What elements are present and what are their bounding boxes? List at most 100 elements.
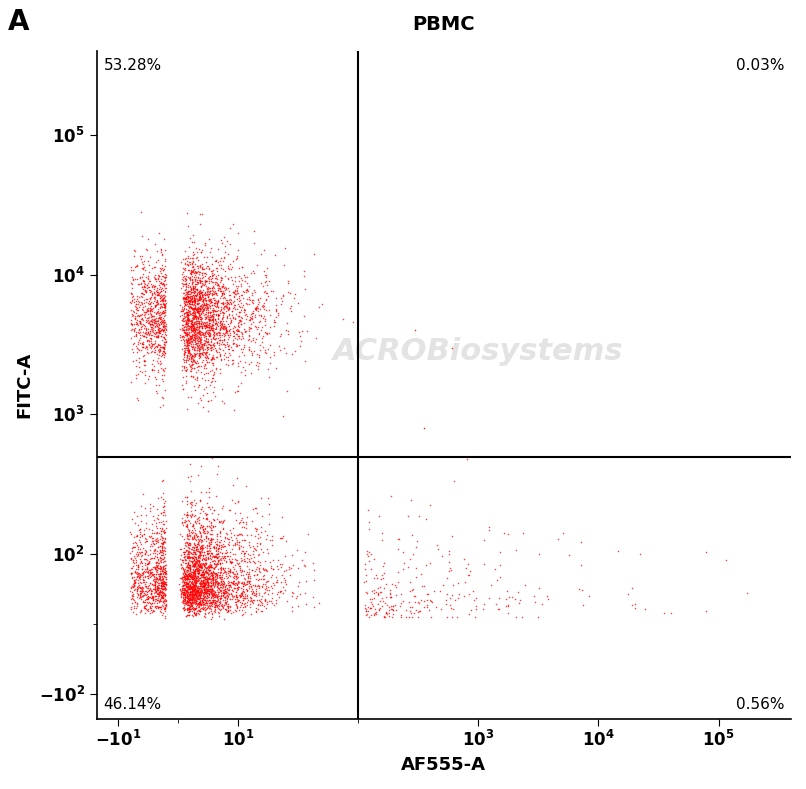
Point: [194, 531, 207, 544]
Point: [368, 603, 381, 615]
Point: [187, 578, 200, 590]
Point: [188, 271, 201, 283]
Point: [198, 330, 211, 342]
Point: [177, 596, 190, 609]
Point: [156, 523, 168, 536]
Point: [186, 301, 199, 314]
Point: [232, 269, 245, 282]
Point: [132, 548, 145, 561]
Point: [205, 342, 218, 354]
Point: [255, 277, 268, 290]
Point: [151, 354, 164, 367]
Point: [206, 575, 219, 588]
Point: [192, 297, 205, 310]
Point: [194, 522, 207, 534]
Point: [193, 333, 206, 346]
Point: [205, 596, 218, 609]
Point: [210, 569, 223, 581]
Point: [204, 549, 217, 562]
Point: [196, 574, 209, 587]
Point: [155, 578, 168, 591]
Point: [204, 275, 217, 288]
Point: [181, 539, 194, 552]
Point: [194, 545, 207, 558]
Point: [194, 542, 207, 555]
Point: [244, 608, 257, 620]
Point: [203, 561, 216, 574]
Point: [272, 307, 285, 320]
Point: [131, 582, 143, 595]
Point: [466, 585, 479, 597]
Point: [147, 290, 160, 303]
Point: [157, 345, 170, 357]
Point: [146, 281, 159, 294]
Point: [176, 301, 189, 313]
Point: [181, 533, 194, 545]
Point: [372, 510, 385, 522]
Point: [218, 550, 231, 563]
Point: [251, 554, 264, 567]
Point: [210, 276, 223, 289]
Point: [173, 583, 186, 596]
Point: [183, 588, 196, 600]
Point: [198, 607, 211, 619]
Point: [185, 331, 197, 343]
Point: [179, 292, 192, 305]
Point: [262, 574, 275, 587]
Point: [135, 308, 148, 320]
Point: [176, 267, 189, 280]
Point: [220, 590, 233, 603]
Point: [375, 533, 388, 546]
Point: [125, 593, 138, 605]
Point: [214, 564, 227, 577]
Point: [216, 306, 229, 319]
Point: [146, 578, 159, 590]
Point: [182, 308, 195, 321]
Point: [139, 536, 152, 548]
Point: [197, 566, 210, 578]
Point: [206, 353, 218, 365]
Point: [469, 603, 482, 615]
Point: [198, 582, 211, 595]
Point: [178, 361, 191, 374]
Point: [129, 574, 142, 586]
Point: [221, 581, 234, 594]
Point: [251, 603, 264, 615]
Point: [181, 336, 193, 349]
Point: [217, 252, 230, 264]
Point: [190, 581, 203, 594]
Point: [206, 548, 218, 560]
Point: [292, 562, 305, 574]
Point: [186, 600, 199, 613]
Point: [143, 286, 156, 298]
Point: [146, 593, 159, 606]
Point: [206, 372, 218, 384]
Point: [213, 338, 226, 351]
Point: [189, 286, 202, 298]
Point: [154, 545, 167, 558]
Point: [156, 578, 168, 591]
Point: [251, 599, 264, 611]
Point: [247, 503, 260, 515]
Point: [264, 308, 277, 321]
Point: [139, 545, 152, 558]
Point: [159, 336, 172, 349]
Point: [181, 332, 194, 345]
Point: [156, 537, 169, 549]
Point: [215, 581, 228, 594]
Point: [214, 566, 227, 578]
Point: [212, 609, 225, 622]
Point: [145, 364, 158, 376]
Point: [192, 253, 205, 266]
Point: [179, 289, 192, 301]
Point: [179, 327, 192, 339]
Point: [194, 530, 207, 543]
Point: [186, 325, 199, 338]
Point: [426, 596, 438, 608]
Point: [177, 587, 190, 600]
Point: [180, 327, 193, 339]
Point: [256, 330, 269, 342]
Point: [146, 596, 159, 609]
Point: [395, 588, 408, 600]
Point: [212, 326, 225, 338]
